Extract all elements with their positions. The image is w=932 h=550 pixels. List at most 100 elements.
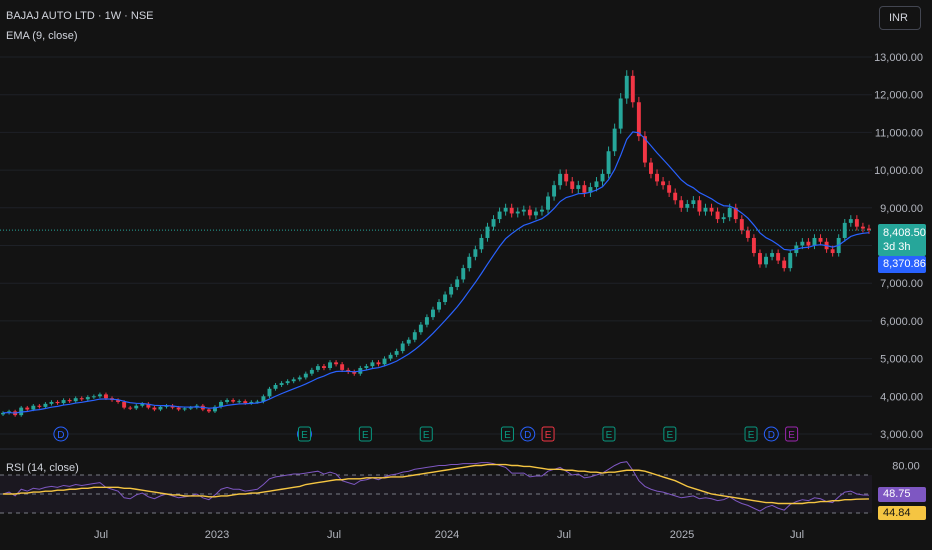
- time-tick-label: Jul: [94, 529, 108, 541]
- symbol-title[interactable]: BAJAJ AUTO LTD · 1W · NSE: [6, 10, 154, 22]
- event-marker-label: D: [768, 430, 775, 441]
- candle-body: [564, 173, 569, 182]
- candle-body: [315, 366, 320, 370]
- candle-body: [79, 398, 84, 400]
- earnings-marker: [541, 426, 555, 442]
- candle-body: [213, 406, 217, 412]
- candle-body: [533, 211, 538, 216]
- event-marker-label: E: [748, 430, 755, 441]
- candle-body: [673, 192, 678, 201]
- candle-body: [636, 102, 641, 137]
- ema-layer: [0, 131, 872, 414]
- time-tick-label: Jul: [327, 529, 341, 541]
- candle-body: [842, 222, 847, 238]
- event-marker-label: E: [362, 430, 369, 441]
- last-price-value: 8,408.50: [883, 227, 926, 239]
- earnings-marker: [419, 426, 433, 442]
- ema-legend[interactable]: EMA (9, close): [6, 30, 78, 42]
- candle-body: [776, 253, 781, 261]
- earnings-marker: [297, 426, 311, 442]
- event-marker-label: E: [301, 430, 308, 441]
- candle-body: [267, 388, 272, 397]
- candle-body: [618, 98, 623, 129]
- earnings-marker: [785, 426, 799, 442]
- candle-body: [697, 200, 702, 212]
- candle-body: [291, 379, 296, 382]
- price-tick-label: 12,000.00: [874, 90, 923, 102]
- candle-body: [43, 403, 48, 407]
- candle-body: [73, 398, 78, 402]
- candle-body: [473, 249, 478, 257]
- time-axis[interactable]: Jul 2023 Jul 2024 Jul 2025 Jul: [94, 529, 804, 541]
- candle-body: [352, 371, 357, 374]
- candle-body: [61, 400, 66, 404]
- earnings-marker: [744, 426, 758, 442]
- candle-body: [467, 256, 472, 269]
- candle-body: [134, 405, 139, 409]
- rsi-line: [2, 461, 869, 512]
- candle-body: [158, 406, 163, 410]
- earnings-marker: [358, 426, 372, 442]
- candle-body: [285, 381, 290, 384]
- event-marker-label: D: [57, 430, 64, 441]
- candle-body: [758, 253, 762, 265]
- candle-body: [788, 253, 793, 269]
- candle-body: [388, 354, 393, 359]
- candle-body: [600, 173, 605, 182]
- candle-body: [188, 407, 193, 409]
- candle-body: [219, 401, 223, 407]
- candle-body: [455, 279, 460, 287]
- candle-body: [25, 407, 30, 410]
- candle-body: [406, 339, 411, 344]
- currency-button[interactable]: INR: [879, 6, 921, 30]
- candle-body: [382, 358, 387, 365]
- candle-body: [303, 373, 308, 378]
- event-marker-label: E: [666, 430, 673, 441]
- event-markers: DDEEEEDEEEEDE: [53, 426, 799, 442]
- candle-body: [751, 237, 756, 254]
- candle-body: [812, 237, 817, 246]
- candle-body: [540, 209, 544, 212]
- candle-body: [570, 181, 575, 189]
- candle-body: [1, 412, 5, 415]
- last-price-tag: 8,408.50 3d 3h: [878, 224, 926, 256]
- candle-body: [116, 400, 121, 402]
- time-tick-label: 2024: [435, 529, 459, 541]
- candle-body: [231, 400, 236, 402]
- candle-body: [85, 397, 90, 400]
- candle-body: [128, 407, 133, 409]
- price-tick-label: 6,000.00: [880, 316, 923, 328]
- candle-body: [649, 162, 653, 174]
- candle-body: [309, 369, 314, 374]
- dividend-marker: [763, 426, 779, 442]
- candle-body: [297, 377, 302, 380]
- candle-body: [176, 407, 181, 410]
- candle-body: [152, 407, 157, 410]
- candle-body: [661, 181, 666, 186]
- candle-body: [31, 405, 36, 410]
- ema-line: [2, 131, 870, 414]
- price-tick-label: 7,000.00: [880, 278, 923, 290]
- candle-body: [800, 241, 805, 246]
- rsi-value-tag: 48.75: [878, 487, 926, 502]
- candle-body: [479, 237, 484, 250]
- candle-body: [509, 207, 514, 214]
- rsi-legend[interactable]: RSI (14, close): [6, 462, 79, 474]
- candle-body: [182, 408, 187, 410]
- rsi-tick-label: 80.00: [892, 461, 920, 473]
- candle-body: [806, 241, 811, 246]
- price-tick-label: 9,000.00: [880, 203, 923, 215]
- candle-body: [606, 151, 611, 174]
- candle-body: [546, 196, 550, 210]
- candle-body: [497, 211, 502, 220]
- dividend-marker: [53, 426, 69, 442]
- candle-body: [225, 400, 230, 402]
- event-marker-label: E: [504, 430, 511, 441]
- candle-body: [830, 249, 835, 254]
- candle-body: [67, 400, 72, 402]
- candle-body: [237, 401, 242, 403]
- candle-body: [243, 401, 248, 404]
- candle-body: [782, 260, 787, 269]
- candle-body: [721, 217, 726, 220]
